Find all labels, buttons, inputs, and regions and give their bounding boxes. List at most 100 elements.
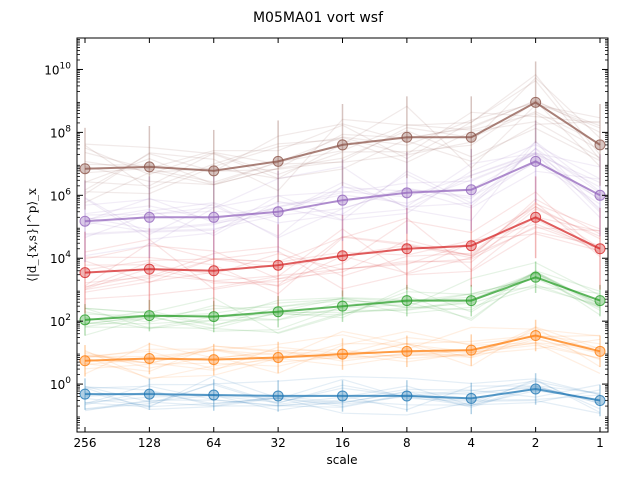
series-5-ensemble-trace (84, 147, 601, 224)
series-6-point (208, 165, 220, 177)
series-2-ensemble-trace (84, 330, 601, 375)
series-2-point (401, 345, 413, 357)
ticks-layer: 256 128 64 32 16 8 4 2 1 100 102 104 106 108 1010 (44, 38, 608, 450)
series-2-point (465, 344, 477, 356)
series-1-ensemble-trace (84, 390, 601, 406)
series-4-ensemble-trace (84, 216, 601, 290)
series-1-point (208, 389, 220, 401)
series-1-ensemble-trace (84, 378, 601, 414)
series-5-ensemble-trace (84, 152, 601, 237)
series-2-point (79, 355, 91, 367)
series-6-point (337, 139, 348, 151)
series-1-point (401, 390, 413, 402)
series-5-point (530, 155, 542, 167)
series-3-point (530, 271, 542, 283)
x-tick-label: 16 (335, 436, 350, 450)
series-3-ensemble-trace (84, 270, 601, 335)
series-1-point (272, 390, 284, 402)
series-3-point (208, 311, 220, 323)
series-1-ensemble-trace (84, 383, 601, 406)
series-6-ensemble-trace (84, 102, 601, 183)
series-2-point (594, 345, 606, 357)
series-5-ensemble-trace (84, 162, 601, 221)
series-3-point (594, 295, 606, 307)
series-1-ensemble-trace (84, 385, 601, 407)
series-2 (79, 319, 606, 380)
series-6-ensemble-trace (84, 73, 601, 195)
series-2-ensemble-trace (84, 334, 601, 375)
series-3-ensemble-trace (84, 261, 601, 334)
series-3-point (337, 300, 348, 312)
series-6-point (530, 96, 542, 108)
series-3-ensemble-trace (84, 285, 601, 329)
series-5-ensemble-trace (84, 151, 601, 216)
y-tick-label: 1010 (44, 61, 71, 77)
series-6-ensemble-trace (84, 77, 601, 176)
series-4-point (79, 267, 91, 279)
series-4-point (465, 240, 477, 252)
series-1-point (530, 383, 542, 395)
x-axis-label: scale (327, 453, 358, 467)
series-4-point (272, 259, 284, 271)
series-1-point (337, 390, 348, 402)
series-6-ensemble-trace (84, 79, 601, 174)
series-4-ensemble-trace (84, 217, 601, 295)
series-4 (79, 176, 606, 314)
series-3-line (84, 276, 601, 321)
series-6-point (401, 131, 413, 143)
series-3 (79, 261, 606, 336)
series-6-ensemble-trace (84, 101, 601, 187)
y-tick-label: 102 (50, 313, 71, 329)
series-5-point (465, 184, 477, 196)
series-6-point (143, 161, 155, 173)
series-3-point (79, 314, 91, 326)
series-2-ensemble-trace (84, 330, 601, 370)
x-tick-label: 256 (74, 436, 97, 450)
series-5-point (79, 215, 91, 227)
series-5-line (84, 160, 601, 223)
series-6-point (594, 139, 606, 151)
series-4-ensemble-trace (84, 228, 601, 300)
x-tick-label: 1 (596, 436, 604, 450)
series-5 (79, 120, 606, 263)
series-2-line (84, 334, 601, 362)
series-1-point (594, 395, 606, 407)
series-1-point (465, 392, 477, 404)
series-3-point (401, 295, 413, 307)
series-6-ensemble-trace (84, 100, 601, 204)
x-tick-label: 2 (532, 436, 540, 450)
series-3-ensemble-trace (84, 274, 601, 336)
series-5-ensemble-trace (84, 170, 601, 236)
y-tick-label: 104 (50, 250, 71, 266)
series-4-ensemble-trace (84, 201, 601, 280)
x-tick-label: 128 (138, 436, 161, 450)
series-5-point (208, 211, 220, 223)
series-1-line (85, 387, 601, 402)
series-3-point (465, 295, 477, 307)
series-2-point (143, 353, 155, 365)
series-2-ensemble-trace (84, 338, 601, 365)
series-4-ensemble-trace (84, 227, 601, 290)
series-4-point (208, 265, 220, 277)
series-5-ensemble-trace (84, 160, 601, 239)
series-2-ensemble-trace (84, 342, 601, 361)
series-5-ensemble-trace (84, 152, 601, 231)
series-5-point (272, 206, 284, 218)
series-2-ensemble-trace (84, 326, 601, 366)
series-6-point (79, 163, 91, 175)
series-3-ensemble-trace (84, 277, 601, 328)
series-1-ensemble-trace (84, 380, 601, 410)
series-6-point (465, 131, 477, 143)
series-2-ensemble-trace (84, 342, 601, 379)
series-2-point (530, 330, 542, 342)
series-1-ensemble-trace (84, 375, 601, 410)
series-5-ensemble-trace (84, 153, 601, 235)
x-tick-label: 8 (403, 436, 411, 450)
series-5-ensemble-trace (84, 144, 601, 240)
series-1-point (143, 388, 155, 400)
x-tick-label: 4 (467, 436, 475, 450)
series-4-point (337, 250, 348, 262)
series-4-point (594, 243, 606, 255)
series-3-point (143, 310, 155, 322)
